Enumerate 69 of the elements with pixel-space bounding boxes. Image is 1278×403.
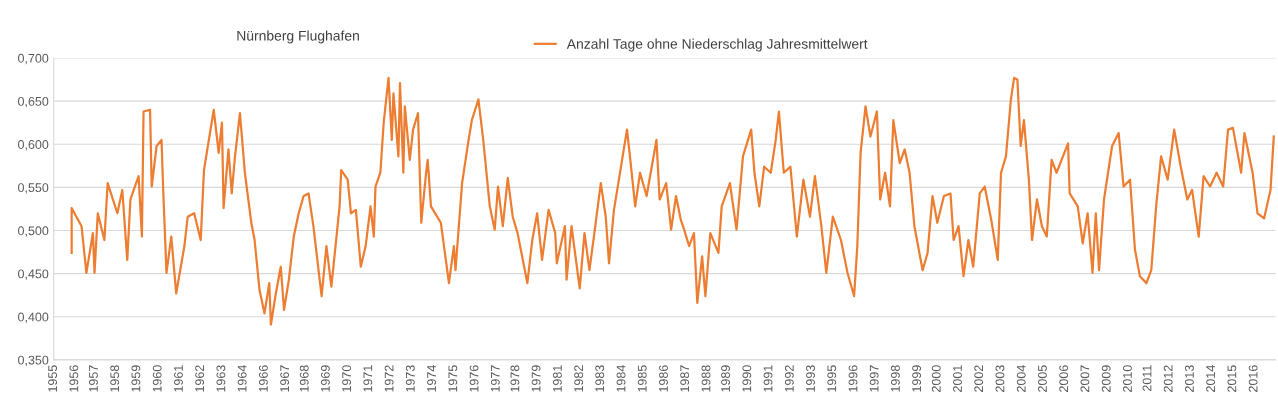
x-tick-label: 1958	[110, 365, 120, 392]
x-tick-label: 1968	[299, 365, 309, 392]
y-tick-label: 0,550	[18, 183, 49, 194]
x-tick-label: 1990	[742, 365, 752, 392]
x-tick-label: 1978	[510, 365, 520, 392]
x-tick-label: 1959	[131, 365, 141, 392]
x-tick-label: 2001	[953, 365, 962, 392]
x-tick-label: 1970	[342, 365, 352, 392]
y-tick-label: 0,600	[18, 140, 49, 151]
x-tick-label: 1975	[448, 365, 458, 392]
x-tick-label: 1961	[174, 365, 183, 392]
x-tick-label: 2003	[995, 365, 1005, 392]
y-tick-label: 0,700	[18, 53, 49, 65]
x-tick-label: 1995	[827, 365, 837, 392]
x-tick-label: 1993	[806, 365, 815, 392]
x-tick-label: 2011	[1142, 365, 1152, 391]
x-tick-label: 1996	[848, 365, 858, 392]
x-tick-label: 2014	[1206, 365, 1216, 392]
x-tick-label: 1972	[384, 365, 394, 392]
x-tick-label: 1964	[237, 365, 247, 392]
x-tick-label: 1969	[320, 365, 330, 392]
x-tick-label: 1999	[912, 365, 922, 392]
line-series	[70, 76, 1275, 326]
x-tick-label: 1967	[280, 365, 290, 392]
x-tick-label: 1982	[574, 365, 584, 392]
x-tick-label: 1966	[258, 365, 268, 392]
x-tick-label: 2004	[1016, 365, 1026, 392]
y-tick-label: 0,350	[18, 355, 49, 367]
x-tick-label: 1957	[89, 365, 98, 392]
x-tick-label: 1974	[427, 365, 436, 392]
x-tick-label: 1986	[659, 365, 668, 392]
x-tick-label: 2009	[1101, 365, 1111, 392]
x-tick-label: 1984	[616, 365, 626, 392]
x-tick-label: 1988	[701, 365, 711, 392]
y-tick-label: 0,450	[18, 269, 49, 280]
x-tick-label: 1962	[195, 365, 205, 392]
x-tick-label: 1992	[784, 365, 794, 392]
x-tick-label: 2002	[974, 365, 984, 392]
x-tick-label: 1960	[152, 365, 162, 392]
x-tick-label: 1985	[637, 365, 647, 392]
x-tick-label: 2015	[1227, 365, 1237, 392]
x-tick-label: 1963	[216, 365, 226, 392]
x-tick-label: 1976	[469, 365, 479, 392]
x-tick-label: 2016	[1248, 365, 1258, 392]
x-tick-label: 1997	[869, 365, 879, 392]
x-tick-label: 2013	[1185, 365, 1194, 392]
x-tick-label: 1973	[405, 365, 415, 392]
x-tick-label: 1991	[763, 365, 773, 392]
x-tick-label: 1981	[552, 365, 562, 392]
x-tick-label: 2010	[1123, 365, 1132, 392]
y-tick-label: 0,500	[18, 226, 49, 237]
x-tick-label: 1979	[531, 365, 541, 392]
legend-label: Anzahl Tage ohne Niederschlag Jahresmittelwert	[566, 38, 868, 52]
x-tick-label: 1977	[490, 365, 500, 392]
y-tick-label: 0,650	[18, 96, 49, 108]
x-tick-label: 1987	[680, 365, 690, 392]
chart-title: Nürnberg Flughafen	[237, 30, 359, 44]
x-tick-label: 2005	[1038, 365, 1047, 392]
x-tick-label: 2007	[1080, 365, 1090, 392]
x-tick-label: 1998	[890, 365, 900, 392]
x-tick-label: 1989	[721, 365, 730, 392]
x-tick-label: 1983	[595, 365, 605, 392]
y-tick-label: 0,400	[18, 312, 49, 323]
x-tick-label: 1955	[48, 365, 58, 392]
x-tick-label: 2006	[1059, 365, 1069, 392]
x-tick-label: 1956	[69, 365, 79, 392]
x-tick-label: 2000	[931, 365, 941, 392]
x-tick-label: 2012	[1163, 365, 1173, 392]
x-tick-label: 1971	[363, 365, 373, 392]
